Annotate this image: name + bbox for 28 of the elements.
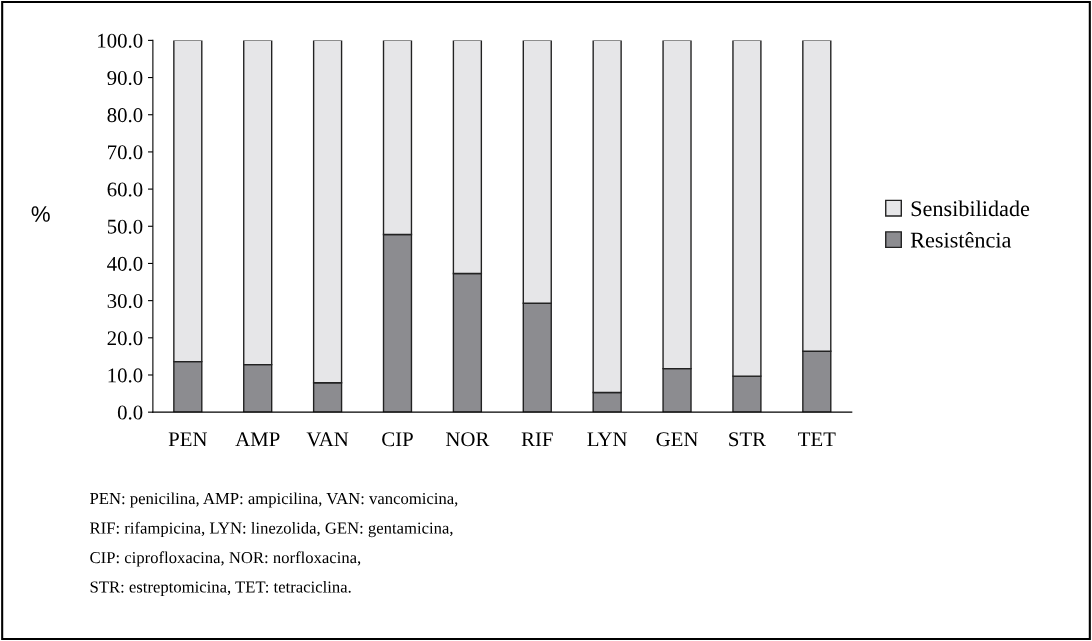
y-tick-label: 20.0 xyxy=(107,331,143,346)
y-tick-label: 10.0 xyxy=(108,368,143,383)
y-tick-label: 80.0 xyxy=(107,108,143,123)
text: RIF: rifampicina, LYN: linezolida, GEN: gentamicina, xyxy=(90,521,453,538)
text: CIP: ciprofloxacina, NOR: norfloxacina, xyxy=(90,551,361,567)
y-tick-label: 100.0 xyxy=(98,33,143,48)
y-tick-label: 50.0 xyxy=(107,219,143,234)
x-tick-label: GEN xyxy=(656,432,698,447)
y-tick-label: 60.0 xyxy=(107,182,143,197)
text: PEN: penicilina, AMP: ampicilina, VAN: vancomicina, xyxy=(90,492,458,508)
y-tick-label: 70.0 xyxy=(108,145,143,160)
x-tick-label: PEN xyxy=(168,432,208,447)
x-tick-label: NOR xyxy=(445,432,490,447)
y-tick-label: 30.0 xyxy=(107,294,143,309)
x-tick-label: CIP xyxy=(382,432,413,447)
x-tick-label: RIF xyxy=(521,432,553,447)
x-tick-label: VAN xyxy=(306,432,349,447)
legend-label: Sensibilidade xyxy=(911,200,1030,217)
y-tick-label: 40.0 xyxy=(107,256,143,271)
x-tick-label: LYN xyxy=(587,432,628,447)
y-tick-label: 0.0 xyxy=(117,405,143,420)
x-tick-label: TET xyxy=(798,432,836,447)
text: STR: estreptomicina, TET: tetraciclina. xyxy=(90,580,351,596)
x-tick-label: STR xyxy=(729,432,766,447)
y-tick-label: 90.0 xyxy=(107,70,143,86)
y-axis-title: % xyxy=(31,206,50,222)
x-tick-label: AMP xyxy=(235,432,280,447)
legend-label: Resistência xyxy=(910,231,1012,248)
